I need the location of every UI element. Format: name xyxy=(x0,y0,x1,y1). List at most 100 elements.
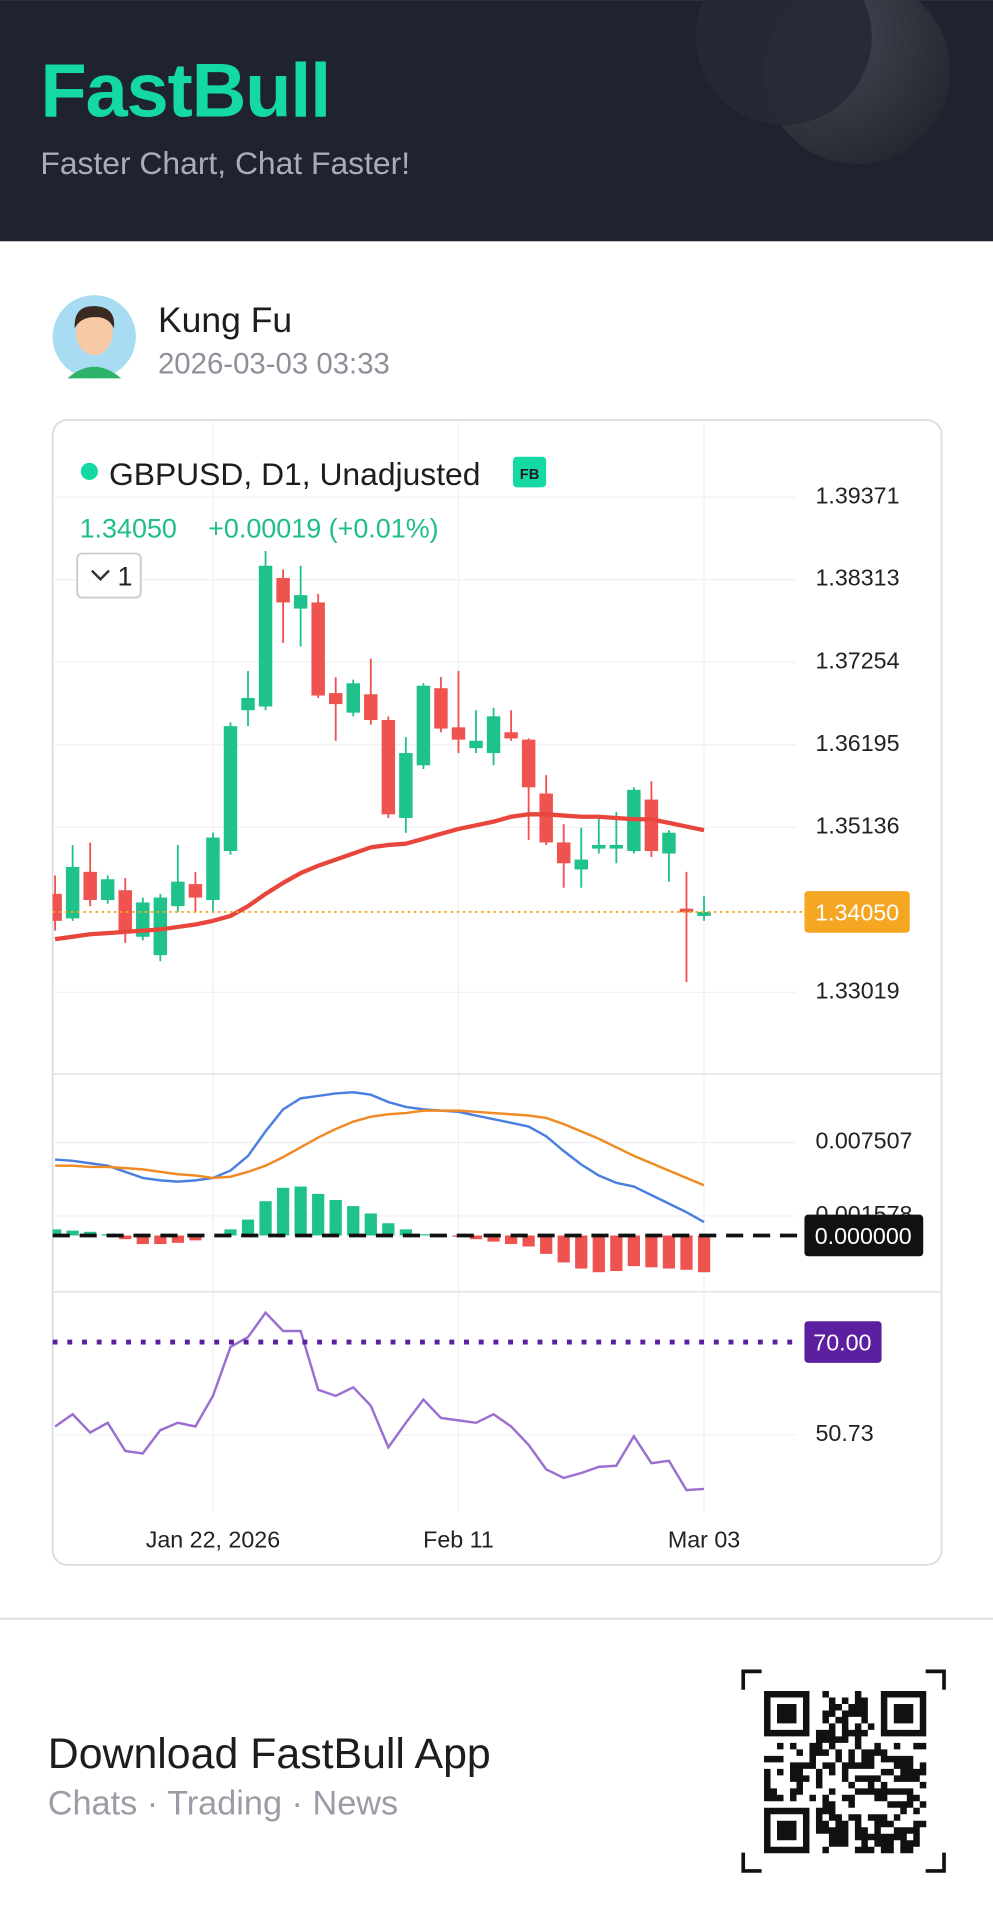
macd-histogram-bar xyxy=(504,1235,518,1245)
macd-histogram-bar xyxy=(171,1235,184,1243)
header-decor xyxy=(695,0,872,125)
y-tick-label: 50.73 xyxy=(815,1420,873,1446)
candle-body xyxy=(556,842,571,864)
interval-value: 1 xyxy=(118,561,133,591)
macd-histogram-bar xyxy=(540,1235,553,1254)
candle-body xyxy=(328,693,343,705)
macd-histogram-bar xyxy=(329,1199,342,1236)
candle-body xyxy=(451,727,466,740)
y-tick-label: 1.38313 xyxy=(815,565,899,591)
avatar xyxy=(52,295,136,379)
candle-body xyxy=(539,793,553,843)
download-tagline: Chats · Trading · News xyxy=(48,1785,398,1823)
candle-body xyxy=(153,897,168,956)
candle-body xyxy=(434,688,448,729)
candle-body xyxy=(206,837,220,901)
tagline: Faster Chart, Chat Faster! xyxy=(40,145,410,181)
candle-body xyxy=(118,890,132,934)
macd-histogram-bar xyxy=(52,1229,62,1236)
y-tick-label: 1.39371 xyxy=(815,482,899,508)
macd-histogram-bar xyxy=(697,1235,711,1273)
candle-body xyxy=(171,881,185,907)
candle-body xyxy=(644,799,659,852)
zero-badge xyxy=(804,1214,924,1257)
candle-body xyxy=(364,694,378,720)
candle-body xyxy=(65,866,80,919)
macd-line xyxy=(55,1091,705,1224)
candle-body xyxy=(679,908,694,913)
macd-line xyxy=(55,1109,705,1187)
y-tick-label: 1.35136 xyxy=(815,812,899,838)
macd-histogram-bar xyxy=(680,1235,693,1270)
y-tick-label: 0.007507 xyxy=(815,1128,912,1154)
x-tick-label: Mar 03 xyxy=(668,1527,740,1553)
interval-selector[interactable]: 1 xyxy=(76,552,142,599)
symbol-title: GBPUSD, D1, Unadjusted xyxy=(109,456,480,492)
macd-histogram-bar xyxy=(224,1229,237,1236)
candle-body xyxy=(258,565,273,707)
y-tick-label: 1.36195 xyxy=(815,730,899,756)
author-name: Kung Fu xyxy=(158,300,292,340)
level-badge-text: 70.00 xyxy=(813,1330,871,1356)
macd-histogram-bar xyxy=(645,1235,658,1268)
macd-histogram-bar xyxy=(399,1229,412,1236)
macd-histogram-bar xyxy=(259,1201,272,1236)
candle-body xyxy=(311,602,325,696)
macd-histogram-bar xyxy=(119,1235,132,1240)
brand: FastBull xyxy=(40,48,330,133)
macd-histogram-bar xyxy=(662,1235,676,1269)
candle-body xyxy=(574,859,588,870)
candle-body xyxy=(100,879,115,901)
macd-histogram-bar xyxy=(610,1235,623,1272)
candle-body xyxy=(697,911,711,916)
y-tick-label: 1.37254 xyxy=(815,647,899,673)
macd-histogram-bar xyxy=(312,1193,325,1236)
moving-average xyxy=(54,812,705,942)
macd-histogram-bar xyxy=(136,1235,149,1245)
macd-histogram-bar xyxy=(592,1235,605,1273)
candle-body xyxy=(52,893,62,921)
qr-modules xyxy=(764,1690,927,1854)
macd-histogram-bar xyxy=(522,1235,535,1247)
macd-histogram-bar xyxy=(627,1235,640,1267)
last-price-badge-text: 1.34050 xyxy=(815,899,899,925)
candle-body xyxy=(416,685,431,766)
candle-body xyxy=(592,844,606,849)
candle-body xyxy=(381,719,396,815)
macd-histogram-bar xyxy=(469,1235,483,1240)
candle-body xyxy=(241,697,255,711)
macd-histogram-bar xyxy=(241,1219,255,1236)
candle-body xyxy=(293,595,308,609)
candle-body xyxy=(662,832,676,854)
macd-histogram-bar xyxy=(189,1235,202,1241)
last-price-badge xyxy=(804,891,910,933)
candle-body xyxy=(469,740,483,749)
candle-body xyxy=(188,884,203,898)
candle-body xyxy=(504,732,518,739)
plot-area xyxy=(52,420,942,1513)
macd-histogram-bar xyxy=(487,1235,500,1242)
level-badge xyxy=(804,1321,882,1363)
download-title: Download FastBull App xyxy=(48,1730,491,1778)
candle-body xyxy=(399,753,413,818)
candle-body xyxy=(346,683,360,713)
price-change: +0.00019 (+0.01%) xyxy=(208,514,439,544)
fb-badge xyxy=(513,456,547,488)
qr-code xyxy=(741,1669,946,1873)
candle-body xyxy=(276,577,290,603)
symbol-dot xyxy=(80,462,98,481)
macd-histogram-bar xyxy=(417,1234,430,1236)
macd-histogram-bar xyxy=(276,1187,290,1236)
post-time: 2026-03-03 03:33 xyxy=(158,348,390,381)
candle-body xyxy=(83,871,97,901)
x-tick-label: Feb 11 xyxy=(423,1527,494,1553)
rsi-line xyxy=(54,1310,705,1492)
macd-histogram-bar xyxy=(154,1235,167,1245)
macd-histogram-bar xyxy=(575,1235,588,1269)
macd-histogram-bar xyxy=(294,1186,307,1236)
last-price: 1.34050 xyxy=(80,514,177,544)
candle-body xyxy=(609,844,624,849)
y-tick-label: 1.33019 xyxy=(815,977,899,1003)
